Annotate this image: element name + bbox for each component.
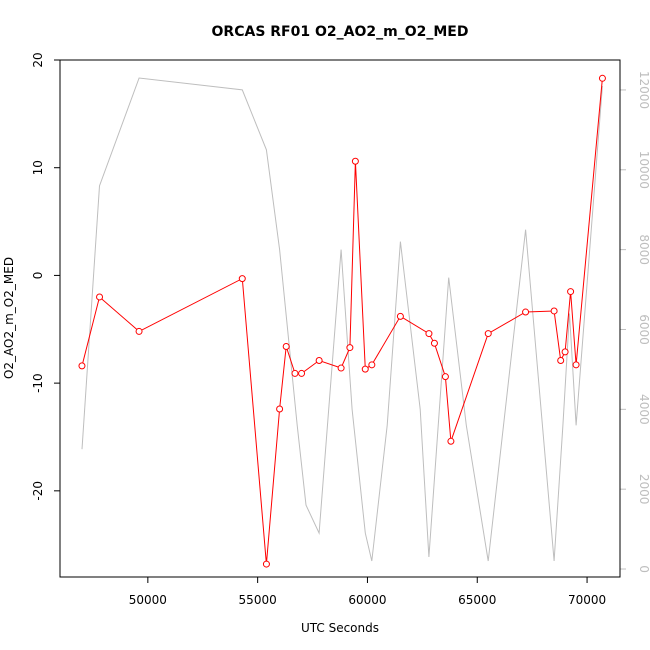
y2-tick-label: 2000 <box>637 474 650 505</box>
data-point <box>557 357 565 365</box>
y-tick-label: 0 <box>31 272 45 280</box>
data-point <box>276 405 284 413</box>
data-point <box>361 365 369 373</box>
series-layer <box>78 74 606 568</box>
x-tick-label: 65000 <box>458 593 496 607</box>
right-axis: 0 2000 4000 6000 8000 10000 12000 <box>619 71 650 573</box>
data-point <box>447 437 455 445</box>
data-point <box>368 361 376 369</box>
data-point <box>572 361 580 369</box>
y2-tick-label: 4000 <box>637 394 650 425</box>
y2-tick-label: 6000 <box>637 314 650 345</box>
data-point <box>78 362 86 370</box>
chart-title: ORCAS RF01 O2_AO2_m_O2_MED <box>212 24 469 40</box>
x-tick-label: 60000 <box>348 593 386 607</box>
y2-tick-label: 0 <box>637 565 650 573</box>
x-tick-label: 50000 <box>129 593 167 607</box>
data-point <box>484 330 492 338</box>
data-point <box>346 344 354 352</box>
y-tick-label: -10 <box>31 373 45 393</box>
data-point <box>425 330 433 338</box>
y-tick-label: 20 <box>31 52 45 67</box>
data-point <box>298 369 306 377</box>
data-point <box>430 339 438 347</box>
x-axis: 50000 55000 60000 65000 70000 <box>129 576 606 607</box>
data-point <box>396 312 404 320</box>
y-axis: -20 -10 0 10 20 <box>31 52 61 501</box>
plot-frame <box>59 59 621 578</box>
data-point <box>282 343 290 351</box>
x-axis-label: UTC Seconds <box>301 621 379 635</box>
x-tick-label: 70000 <box>568 593 606 607</box>
data-point <box>315 357 323 365</box>
data-point <box>262 560 270 568</box>
data-point <box>135 327 143 335</box>
y2-tick-label: 10000 <box>637 151 650 189</box>
y2-tick-label: 8000 <box>637 234 650 265</box>
y2-tick-label: 12000 <box>637 71 650 109</box>
y-tick-label: -20 <box>31 481 45 501</box>
data-point <box>96 293 104 301</box>
data-point <box>550 307 558 315</box>
y-tick-label: 10 <box>31 160 45 175</box>
data-point <box>561 348 569 356</box>
data-point <box>337 364 345 372</box>
data-point <box>441 373 449 381</box>
data-point <box>291 369 299 377</box>
data-point <box>238 275 246 283</box>
y-axis-label: O2_AO2_m_O2_MED <box>2 257 16 379</box>
primary-series-line <box>81 78 603 565</box>
data-point <box>567 288 575 296</box>
data-point <box>598 74 606 82</box>
data-point <box>522 308 530 316</box>
secondary-series-line <box>81 77 603 562</box>
x-tick-label: 55000 <box>239 593 277 607</box>
data-point <box>351 157 359 165</box>
